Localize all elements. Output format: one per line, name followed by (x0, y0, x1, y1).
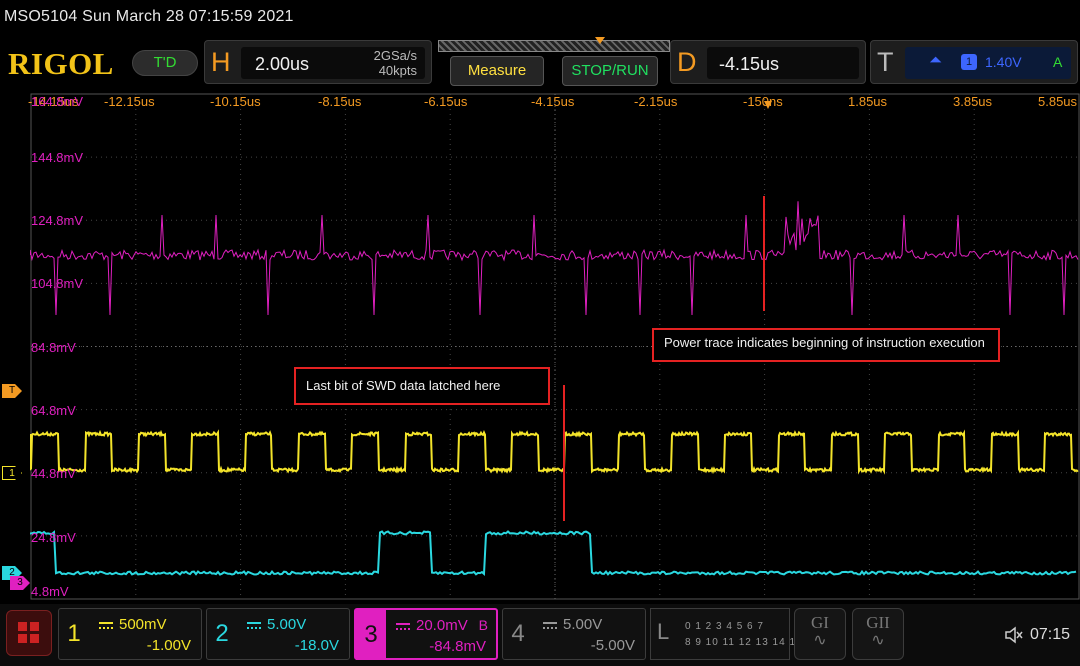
ch3-offset-marker[interactable]: 3 (10, 576, 30, 590)
sine-wave-icon: ∿ (813, 632, 827, 649)
ch3-offset: -84.8mV (429, 638, 486, 655)
ch2-data-trace (30, 530, 1077, 577)
volt-label: 164.8mV (31, 94, 84, 109)
ch3-power-trace (30, 201, 1079, 316)
time-label: -2.15us (634, 94, 678, 109)
volt-label: 84.8mV (31, 340, 76, 355)
trigger-source: 1 (961, 54, 977, 70)
graticule (30, 93, 1080, 600)
status-clock: 07:15 (1030, 626, 1071, 643)
home-menu-icon[interactable] (6, 610, 52, 656)
ch1-settings[interactable]: 1 500mV -1.00V (58, 608, 202, 660)
generator-1-label: GI (811, 613, 829, 632)
volt-label: 44.8mV (31, 466, 76, 481)
ch3-number: 3 (356, 610, 386, 660)
waveform-grid (30, 93, 1080, 600)
dc-coupling-icon (396, 622, 410, 630)
volt-label: 4.8mV (31, 584, 69, 599)
memory-depth: 40kpts (378, 63, 417, 78)
memory-position-bar (438, 37, 670, 52)
volt-label: 124.8mV (31, 213, 84, 228)
horizontal-letter: H (211, 47, 231, 77)
volt-label: 24.8mV (31, 530, 76, 545)
time-label: -10.15us (210, 94, 261, 109)
ch3-bandwidth-limit: B (478, 617, 488, 633)
generator-2-label: GII (866, 613, 890, 632)
dc-coupling-icon (543, 621, 557, 629)
measure-button[interactable]: Measure (450, 56, 544, 86)
ch1-number: 1 (67, 620, 81, 647)
model-datetime: MSO5104 Sun March 28 07:15:59 2021 (4, 8, 294, 25)
delay-panel[interactable]: D -4.15us (670, 40, 866, 84)
sample-rate: 2GSa/s (373, 48, 417, 63)
la-channels-high: 8 9 10 11 12 13 14 15 (685, 637, 803, 648)
rising-edge-icon: ⏶ (929, 52, 942, 69)
ch4-offset: -5.00V (590, 637, 635, 654)
time-label: 5.85us (1038, 94, 1078, 109)
ch1-scale: 500mV (99, 616, 167, 633)
ch1-offset: -1.00V (146, 637, 191, 654)
trigger-level: 1.40V (985, 54, 1022, 70)
generator-2-button[interactable]: GII ∿ (852, 608, 904, 660)
speaker-mute-icon[interactable] (1004, 626, 1024, 644)
sample-info: 2GSa/s 40kpts (374, 48, 417, 78)
trigger-letter: T (877, 47, 894, 77)
time-label: -12.15us (104, 94, 155, 109)
ch3-scale: 20.0mV (396, 617, 468, 634)
volt-label: 64.8mV (31, 403, 76, 418)
sine-wave-icon: ∿ (871, 632, 885, 649)
timebase-display: 2.00us 2GSa/s 40kpts (241, 47, 425, 79)
ch4-settings[interactable]: 4 5.00V -5.00V (502, 608, 646, 660)
ch2-offset: -18.0V (294, 637, 339, 654)
ch3-settings[interactable]: 3 20.0mV B -84.8mV (354, 608, 498, 660)
la-letter: L (657, 619, 670, 644)
bottom-bar: 1 500mV -1.00V 2 5.00V -18.0V 3 20.0mV B… (0, 604, 1080, 666)
trigger-mode: A (1053, 54, 1063, 70)
generator-1-button[interactable]: GI ∿ (794, 608, 846, 660)
trigger-status-badge: T'D (132, 50, 198, 76)
delay-display: -4.15us (707, 47, 859, 79)
time-label: -6.15us (424, 94, 468, 109)
time-label: -14.15us (28, 94, 79, 109)
time-label: -4.15us (531, 94, 575, 109)
trigger-position-marker (595, 37, 605, 44)
delay-letter: D (677, 47, 697, 77)
ch4-scale: 5.00V (543, 616, 602, 633)
stop-run-button[interactable]: STOP/RUN (562, 56, 658, 86)
trigger-time-marker (764, 101, 772, 109)
volt-label: 104.8mV (31, 276, 84, 291)
la-channels-low: 0 1 2 3 4 5 6 7 (685, 621, 764, 632)
timebase-value: 2.00us (255, 54, 310, 74)
time-label: -150ns (743, 94, 783, 109)
trigger-level-marker[interactable]: T (2, 384, 22, 398)
ch2-number: 2 (215, 620, 229, 647)
dc-coupling-icon (247, 621, 261, 629)
trigger-display: ⏶ 1 1.40V A (905, 47, 1071, 79)
dc-coupling-icon (99, 621, 113, 629)
ch2-scale: 5.00V (247, 616, 306, 633)
time-label: 3.85us (953, 94, 993, 109)
trigger-panel[interactable]: T ⏶ 1 1.40V A (870, 40, 1078, 84)
swd-annotation: Last bit of SWD data latched here (294, 367, 550, 405)
ch2-settings[interactable]: 2 5.00V -18.0V (206, 608, 350, 660)
volt-label: 144.8mV (31, 150, 84, 165)
ch1-clock-trace (30, 429, 1079, 475)
rigol-logo: RIGOL (8, 46, 114, 81)
time-label: 1.85us (848, 94, 888, 109)
power-annotation: Power trace indicates beginning of instr… (652, 328, 1000, 362)
logic-analyzer-settings[interactable]: L 0 1 2 3 4 5 6 7 8 9 10 11 12 13 14 15 (650, 608, 802, 660)
ch1-offset-marker[interactable]: 1 (2, 466, 22, 480)
delay-value: -4.15us (719, 54, 780, 74)
time-label: -8.15us (318, 94, 362, 109)
horizontal-panel[interactable]: H 2.00us 2GSa/s 40kpts (204, 40, 432, 84)
ch4-number: 4 (511, 620, 525, 647)
waveform-traces (30, 196, 1079, 577)
